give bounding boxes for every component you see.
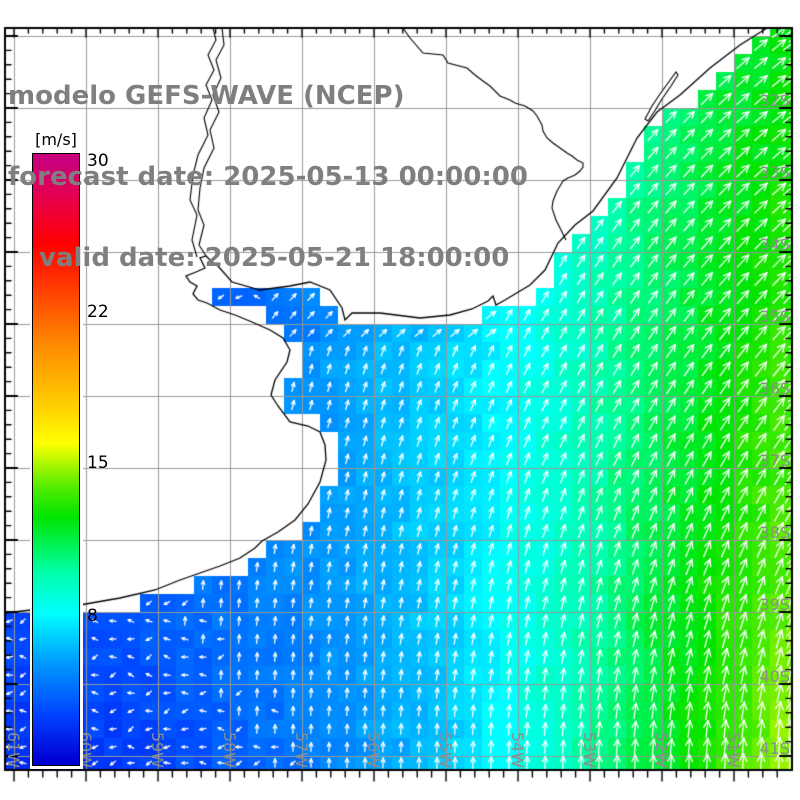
colorbar <box>30 151 83 769</box>
valid-date: valid date: 2025-05-21 18:00:00 <box>39 243 510 273</box>
lon-label-51W: 51W <box>724 731 743 768</box>
colorbar-tick-8: 8 <box>87 606 98 626</box>
colorbar-tick-30: 30 <box>87 151 109 171</box>
model-name: modelo GEFS-WAVE (NCEP) <box>8 81 405 111</box>
lat-label-38S: 38S <box>759 523 790 542</box>
colorbar-tick-22: 22 <box>87 302 109 322</box>
lon-label-58W: 58W <box>220 731 239 768</box>
lat-label-35S: 35S <box>759 307 790 326</box>
map-title-block: modelo GEFS-WAVE (NCEP) forecast date: 2… <box>8 29 528 326</box>
lon-label-53W: 53W <box>580 731 599 768</box>
lat-label-32S: 32S <box>759 91 790 110</box>
forecast-date: forecast date: 2025-05-13 00:00:00 <box>8 162 528 192</box>
lat-label-33S: 33S <box>759 163 790 182</box>
lon-label-59W: 59W <box>148 731 167 768</box>
lat-label-36S: 36S <box>759 379 790 398</box>
lat-label-39S: 39S <box>759 595 790 614</box>
lon-label-54W: 54W <box>508 731 527 768</box>
colorbar-tick-15: 15 <box>87 453 109 473</box>
lon-label-57W: 57W <box>292 731 311 768</box>
lat-label-34S: 34S <box>759 235 790 254</box>
lon-label-61W: 61W <box>4 731 23 768</box>
lat-label-40S: 40S <box>759 667 790 686</box>
colorbar-gradient <box>32 153 80 766</box>
lat-label-41S: 41S <box>759 739 790 758</box>
lat-label-37S: 37S <box>759 451 790 470</box>
lon-label-55W: 55W <box>436 731 455 768</box>
lon-label-52W: 52W <box>652 731 671 768</box>
lon-label-56W: 56W <box>364 731 383 768</box>
colorbar-unit-label: [m/s] <box>28 130 84 149</box>
